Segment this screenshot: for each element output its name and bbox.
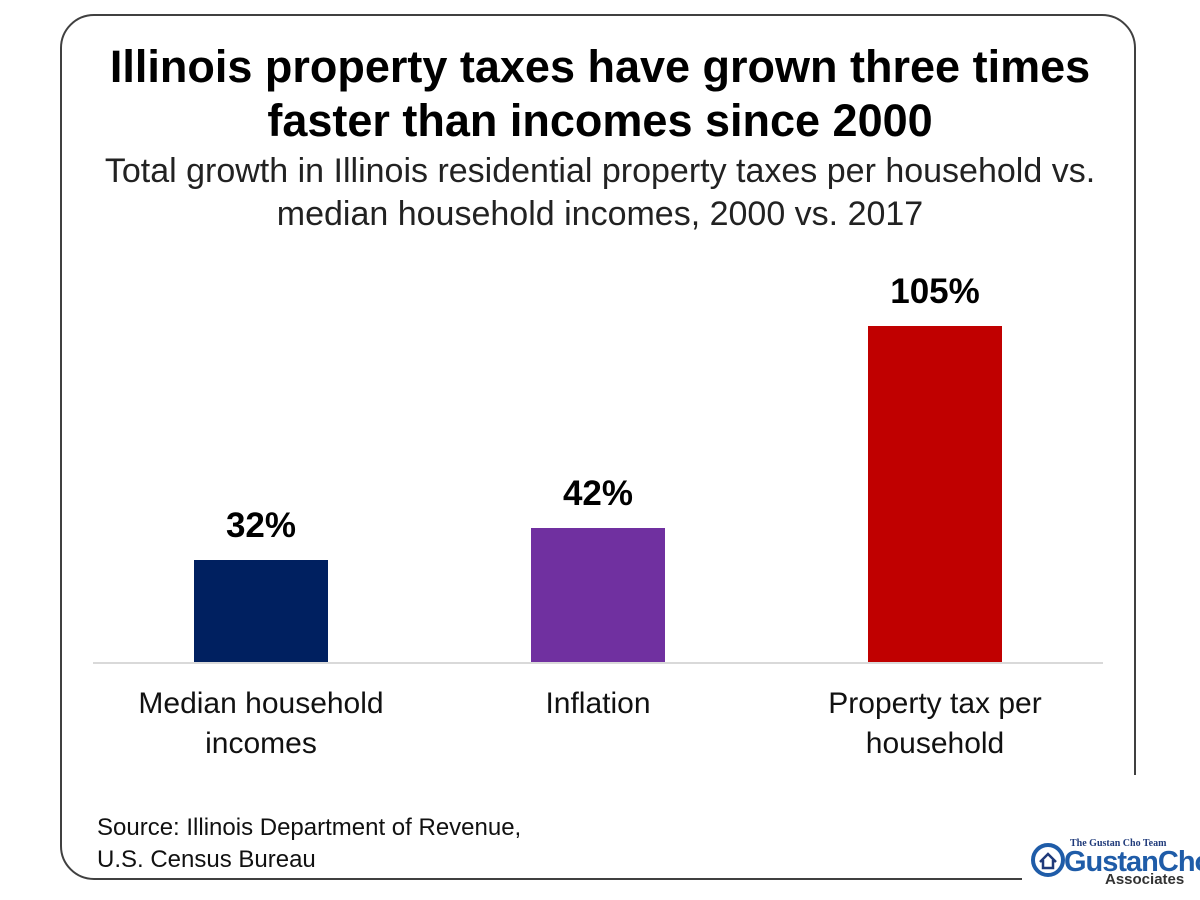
logo-team: The Gustan Cho Team [1070,838,1167,849]
x-tick-label: Inflation [545,687,651,720]
value-label: 105% [890,272,980,311]
source-line: Source: Illinois Department of Revenue, [97,814,522,841]
bar [531,527,665,662]
value-label: 32% [225,505,297,545]
bar [194,559,328,662]
logo-icon [1031,843,1065,877]
logo-tagline: Associates [1105,871,1185,888]
source-line: U.S. Census Bureau [97,846,316,873]
bar [868,326,1002,662]
value-label: 42% [562,473,634,513]
source-note: Source: Illinois Department of Revenue, … [97,812,521,876]
chart-title: Illinois property taxes have grown three… [109,41,1091,146]
logo-name: GustanCho [1064,846,1200,878]
chart-subtitle: Total growth in Illinois residential pro… [104,152,1096,233]
baseline [93,662,1103,664]
chart-frame [60,14,1136,880]
logo-background [1022,775,1200,900]
x-tick-label: Median household incomes [138,687,384,760]
x-tick-label: Property tax per household [828,687,1042,760]
